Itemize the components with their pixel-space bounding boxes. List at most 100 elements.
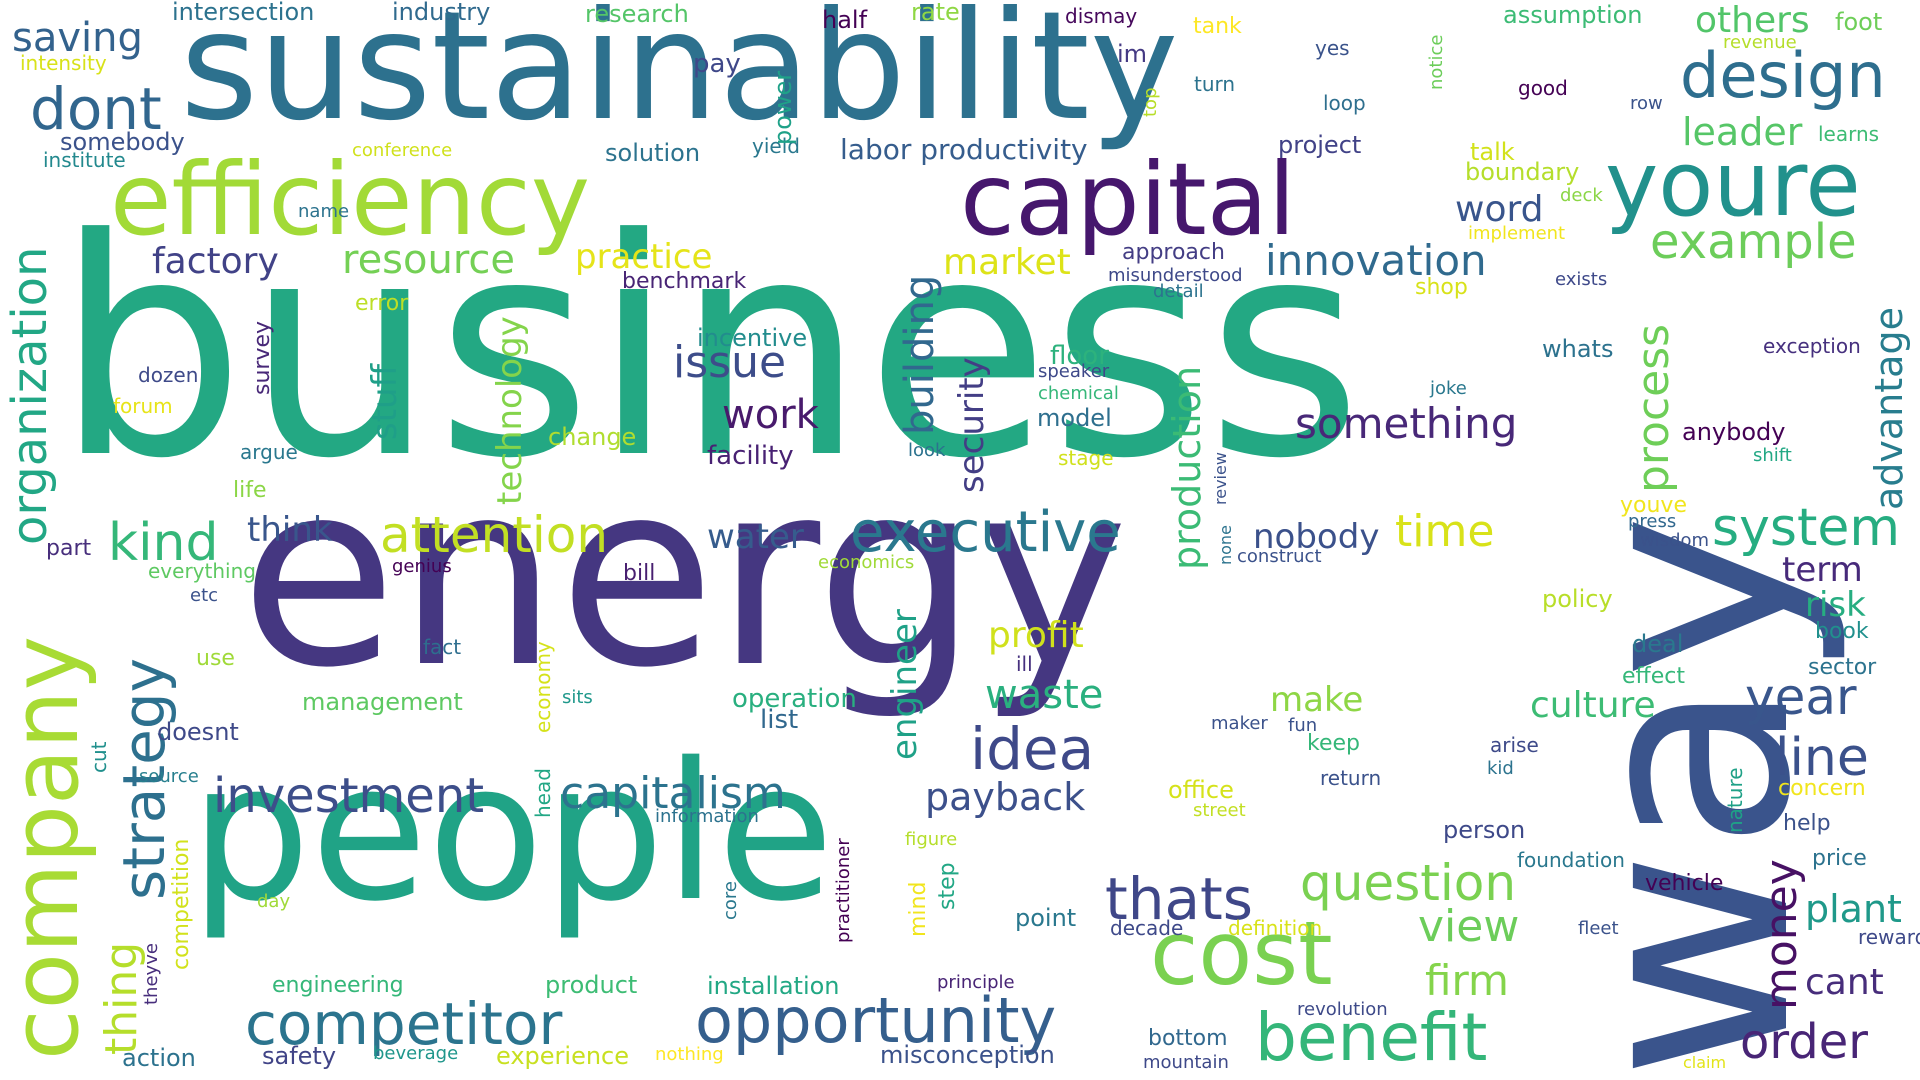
word-fact: fact — [423, 635, 462, 659]
word-industry: industry — [392, 0, 491, 26]
word-survey: survey — [250, 320, 275, 395]
word-life: life — [233, 478, 267, 503]
word-speaker: speaker — [1038, 361, 1110, 382]
word-investment: investment — [213, 768, 485, 824]
word-nothing: nothing — [655, 1044, 724, 1065]
word-cost: cost — [1150, 902, 1333, 1005]
word-process: process — [1628, 323, 1679, 493]
word-everything: everything — [148, 559, 256, 583]
word-turn: turn — [1194, 72, 1236, 96]
word-beverage: beverage — [373, 1043, 459, 1064]
word-waste: waste — [985, 672, 1104, 718]
word-project: project — [1278, 131, 1362, 159]
word-chemical: chemical — [1038, 383, 1119, 404]
word-culture: culture — [1530, 685, 1656, 726]
word-etc: etc — [190, 585, 219, 606]
word-operation: operation — [732, 684, 857, 714]
word-experience: experience — [496, 1042, 630, 1070]
word-effect: effect — [1622, 664, 1685, 689]
word-core: core — [720, 881, 741, 920]
word-technology: technology — [490, 316, 530, 505]
word-approach: approach — [1122, 240, 1225, 265]
word-learns: learns — [1818, 122, 1880, 146]
word-opportunity: opportunity — [695, 984, 1057, 1057]
word-benefit: benefit — [1255, 999, 1488, 1076]
word-rate: rate — [911, 0, 960, 26]
word-error: error — [355, 291, 409, 316]
word-dismay: dismay — [1065, 4, 1138, 28]
word-production: production — [1165, 365, 1209, 570]
word-none: none — [1216, 525, 1235, 565]
word-keep: keep — [1307, 731, 1360, 756]
word-innovation: innovation — [1265, 236, 1487, 285]
word-word: word — [1455, 189, 1544, 230]
word-floor: floor — [1050, 341, 1109, 371]
word-labor-productivity: labor productivity — [840, 133, 1088, 166]
word-power: power — [769, 70, 797, 145]
word-foot: foot — [1835, 8, 1883, 36]
word-whats: whats — [1542, 335, 1614, 363]
word-system: system — [1712, 498, 1900, 558]
word-maker: maker — [1211, 713, 1268, 734]
word-incentive: incentive — [697, 324, 808, 352]
word-exists: exists — [1555, 269, 1608, 290]
word-leader: leader — [1682, 110, 1803, 154]
word-stage: stage — [1058, 446, 1114, 470]
word-institute: institute — [43, 148, 126, 172]
word-kid: kid — [1487, 758, 1514, 779]
word-profit: profit — [988, 615, 1084, 656]
word-use: use — [196, 646, 235, 671]
word-pay: pay — [693, 49, 741, 79]
word-price: price — [1812, 846, 1867, 871]
word-youve: youve — [1620, 493, 1687, 518]
word-design: design — [1680, 39, 1886, 112]
word-company: company — [0, 635, 99, 1060]
word-water: water — [707, 517, 804, 557]
word-others: others — [1695, 0, 1810, 41]
word-economics: economics — [818, 552, 915, 573]
word-bill: bill — [623, 561, 656, 586]
word-reward: reward — [1858, 925, 1920, 949]
word-notice: notice — [1426, 34, 1447, 90]
word-question: question — [1300, 854, 1517, 912]
word-something: something — [1295, 399, 1518, 448]
word-nature: nature — [1723, 767, 1747, 833]
word-part: part — [46, 536, 92, 561]
word-solution: solution — [605, 139, 701, 167]
word-arise: arise — [1490, 733, 1539, 757]
word-deck: deck — [1560, 185, 1603, 206]
word-advantage: advantage — [1867, 307, 1911, 510]
word-shop: shop — [1415, 275, 1468, 300]
word-return: return — [1320, 766, 1382, 790]
word-benchmark: benchmark — [622, 269, 747, 294]
word-ill: ill — [1016, 652, 1033, 676]
word-dozen: dozen — [138, 363, 199, 387]
word-decade: decade — [1110, 916, 1184, 940]
word-make: make — [1270, 680, 1364, 720]
word-competitor: competitor — [245, 990, 563, 1058]
word-look: look — [908, 440, 946, 461]
word-practice: practice — [575, 237, 713, 277]
word-people: people — [190, 722, 835, 943]
word-fleet: fleet — [1578, 918, 1619, 939]
word-capitalism: capitalism — [560, 768, 786, 819]
word-exception: exception — [1763, 334, 1861, 358]
word-implement: implement — [1468, 223, 1566, 244]
word-installation: installation — [707, 972, 840, 1000]
word-energy: energy — [240, 427, 1129, 724]
word-figure: figure — [905, 829, 958, 850]
word-somebody: somebody — [60, 128, 185, 156]
word-economy: economy — [531, 641, 555, 733]
word-example: example — [1650, 214, 1857, 270]
word-assumption: assumption — [1503, 1, 1643, 29]
word-payback: payback — [925, 775, 1086, 819]
word-im: im — [1117, 40, 1148, 68]
word-intensity: intensity — [20, 51, 107, 75]
word-information: information — [655, 806, 759, 827]
word-business: business — [55, 175, 1363, 524]
word-model: model — [1037, 404, 1112, 432]
word-plant: plant — [1805, 887, 1902, 931]
word-efficiency: efficiency — [110, 141, 591, 258]
word-good: good — [1518, 76, 1568, 100]
